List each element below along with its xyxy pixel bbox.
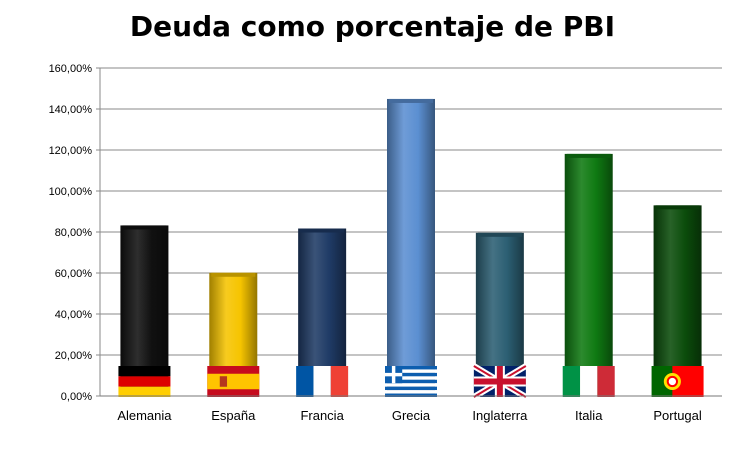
flag-uk-icon [472, 363, 528, 400]
y-tick-label: 100,00% [49, 186, 93, 198]
x-tick-label: Portugal [653, 408, 702, 423]
flag-italy-icon [562, 366, 615, 397]
x-tick-label: Alemania [117, 408, 172, 423]
chart-title: Deuda como porcentaje de PBI [129, 10, 616, 43]
y-tick-label: 80,00% [55, 227, 93, 239]
bar-cap [566, 153, 611, 158]
flag-france-icon [296, 366, 349, 397]
y-tick-label: 140,00% [49, 104, 93, 116]
y-tick-label: 160,00% [49, 63, 93, 75]
bar-cap [211, 272, 256, 277]
bars [120, 98, 702, 396]
y-tick-label: 60,00% [55, 268, 93, 280]
flag-portugal-icon [651, 366, 704, 397]
y-tick-label: 40,00% [55, 309, 93, 321]
y-tick-label: 120,00% [49, 145, 93, 157]
flags [118, 363, 704, 400]
bar-cap [122, 225, 167, 230]
y-tick-label: 0,00% [61, 391, 92, 403]
flag-greece-icon [385, 366, 437, 397]
bar-cap [655, 205, 700, 210]
bar-cap [477, 232, 522, 237]
x-tick-label: Inglaterra [472, 408, 528, 423]
flag-spain-icon [207, 366, 260, 397]
bar-portugal [653, 205, 702, 396]
x-tick-label: España [211, 408, 256, 423]
x-axis-labels: Alemania España Francia Grecia Inglaterra Ita… [117, 408, 702, 423]
flag-germany-icon [118, 366, 171, 397]
bar-cap [300, 228, 345, 233]
bar-grecia [387, 98, 435, 396]
y-tick-label: 20,00% [55, 350, 93, 362]
y-axis-ticks: 0,00% 20,00% 40,00% 60,00% 80,00% 100,00% 120,… [49, 63, 101, 403]
x-tick-label: Grecia [392, 408, 431, 423]
x-tick-label: Francia [300, 408, 344, 423]
bar-italia [564, 153, 613, 396]
bar-cap [389, 98, 433, 103]
x-tick-label: Italia [575, 408, 603, 423]
